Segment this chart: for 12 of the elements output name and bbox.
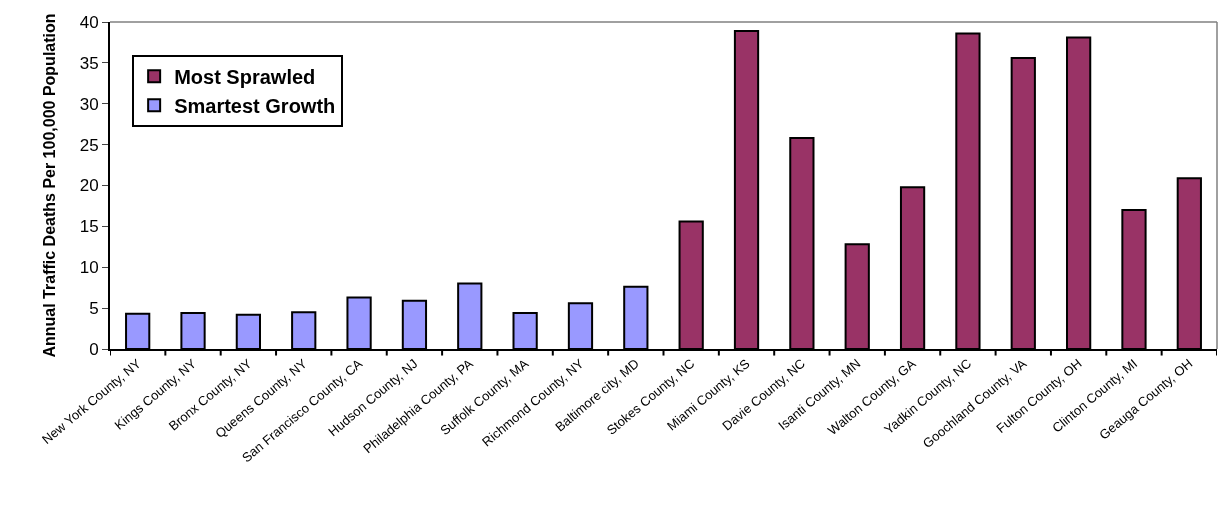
y-tick-label: 20: [79, 176, 99, 196]
y-tick-label: 40: [79, 12, 99, 32]
y-tick-label: 0: [89, 339, 99, 359]
y-tick-label: 30: [79, 94, 99, 114]
y-tick-label: 15: [79, 217, 99, 237]
legend-label: Smartest Growth: [174, 95, 336, 117]
y-axis-title: Annual Traffic Deaths Per 100,000 Population: [41, 13, 59, 358]
legend-label: Most Sprawled: [174, 66, 316, 88]
y-tick-label: 10: [79, 258, 99, 278]
y-tick-label: 35: [79, 53, 99, 73]
y-tick-label: 5: [89, 299, 99, 319]
y-tick-label: 25: [79, 135, 99, 155]
